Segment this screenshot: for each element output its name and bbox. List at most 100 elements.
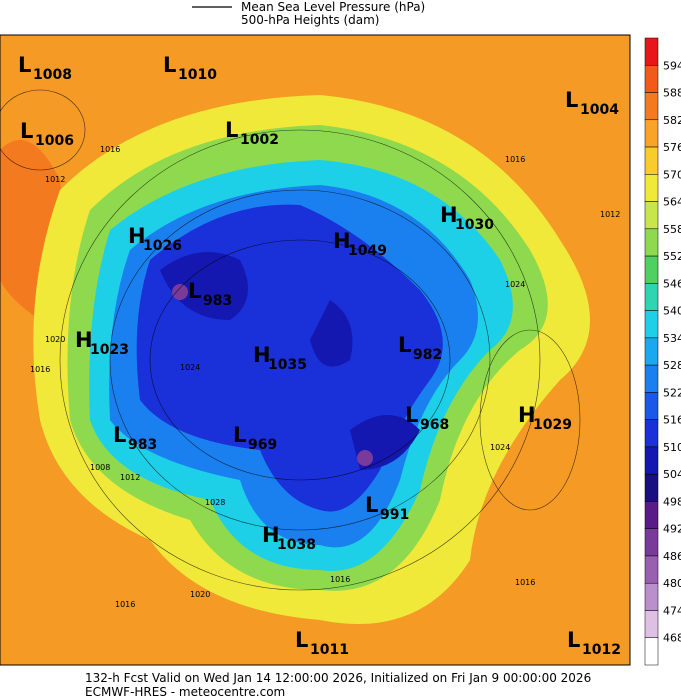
center-letter: L [567, 628, 580, 652]
colorbar-box [644, 228, 659, 257]
center-letter: L [225, 118, 238, 142]
colorbar-box [644, 637, 659, 666]
center-value: 1012 [582, 642, 621, 658]
center-letter: H [333, 229, 351, 253]
center-value: 1029 [533, 417, 572, 433]
colorbar: 594 588 582 576 570 564 558 552 546 540 534 528 522 5… [644, 37, 681, 666]
map-field [0, 35, 630, 665]
colorbar-box [644, 337, 659, 366]
colorbar-tick-label: 504 [663, 468, 681, 481]
colorbar-box [644, 283, 659, 311]
colorbar-tick-label: 540 [663, 305, 681, 318]
colorbar-tick-label: 582 [663, 114, 681, 127]
center-value: 1004 [580, 102, 619, 118]
center-value: 968 [420, 417, 449, 433]
center-value: 1035 [268, 357, 307, 373]
contour-label: 1016 [115, 600, 135, 609]
colorbar-box [644, 65, 659, 93]
contour-label: 1020 [190, 590, 210, 599]
colorbar-box [644, 501, 659, 529]
center-letter: L [20, 119, 33, 143]
colorbar-box [644, 146, 659, 175]
colorbar-tick-label: 474 [663, 604, 681, 617]
contour-label: 1016 [30, 365, 50, 374]
colorbar-tick-label: 516 [663, 414, 681, 427]
center-letter: L [365, 493, 378, 517]
colorbar-tick-label: 534 [663, 332, 681, 345]
colorbar-tick-label: 558 [663, 223, 681, 236]
colorbar-box [644, 419, 659, 448]
center-value: 1008 [33, 67, 72, 83]
center-letter: L [295, 628, 308, 652]
colorbar-box [644, 310, 659, 339]
center-value: 1030 [455, 217, 494, 233]
center-value: 983 [203, 293, 232, 309]
center-value: 991 [380, 507, 409, 523]
center-value: 1023 [90, 342, 129, 358]
center-letter: H [518, 403, 536, 427]
center-letter: L [398, 333, 411, 357]
center-letter: L [405, 403, 418, 427]
contour-label: 1012 [45, 175, 65, 184]
colorbar-box [644, 201, 659, 230]
map-frame [0, 34, 631, 666]
center-letter: L [565, 88, 578, 112]
center-value: 982 [413, 347, 442, 363]
center-letter: H [75, 328, 93, 352]
colorbar-box [644, 555, 659, 584]
colorbar-tick-label: 576 [663, 141, 681, 154]
contour-label: 1028 [205, 498, 225, 507]
colorbar-tick-label: 486 [663, 550, 681, 563]
colorbar-tick-label: 552 [663, 250, 681, 263]
colorbar-box [644, 364, 659, 393]
colorbar-box [644, 37, 659, 66]
contour-label: 1024 [490, 443, 510, 452]
legend-item: Mean Sea Level Pressure (hPa) [241, 0, 425, 14]
center-value: 969 [248, 437, 277, 453]
contour-label: 1016 [515, 578, 535, 587]
center-letter: L [188, 279, 201, 303]
colorbar-box [644, 610, 659, 638]
contour-labels: 1016 1012 1016 1012 1024 1016 1020 1024 1008 1012… [30, 145, 620, 609]
footer-text: ECMWF-HRES - meteocentre.com [85, 685, 285, 699]
center-letter: H [440, 203, 458, 227]
footer-text: 132-h Fcst Valid on Wed Jan 14 12:00:00 … [85, 671, 591, 685]
contour-label: 1016 [330, 575, 350, 584]
center-letter: H [253, 343, 271, 367]
colorbar-tick-label: 594 [663, 59, 681, 72]
colorbar-tick-label: 564 [663, 196, 681, 209]
colorbar-tick-label: 480 [663, 577, 681, 590]
center-value: 1002 [240, 132, 279, 148]
legend-item: 500-hPa Heights (dam) [241, 13, 379, 27]
center-letter: L [18, 53, 31, 77]
center-letter: L [233, 423, 246, 447]
colorbar-box [644, 582, 659, 611]
center-value: 1011 [310, 642, 349, 658]
colorbar-tick-label: 528 [663, 359, 681, 372]
colorbar-box [644, 92, 659, 121]
contour-label: 1016 [100, 145, 120, 154]
colorbar-box [644, 119, 659, 148]
colorbar-box [644, 392, 659, 420]
colorbar-box [644, 174, 659, 202]
contour-label: 1016 [505, 155, 525, 164]
contour-label: 1012 [120, 473, 140, 482]
center-value: 1010 [178, 67, 217, 83]
center-value: 1049 [348, 243, 387, 259]
contour-label: 1024 [180, 363, 200, 372]
contour-label: 1008 [90, 463, 110, 472]
colorbar-tick-label: 546 [663, 277, 681, 290]
colorbar-box [644, 255, 659, 284]
center-value: 1026 [143, 238, 182, 254]
colorbar-box [644, 473, 659, 502]
colorbar-tick-label: 522 [663, 386, 681, 399]
center-letter: L [163, 53, 176, 77]
center-value: 1038 [277, 537, 316, 553]
colorbar-tick-label: 492 [663, 523, 681, 536]
center-value: 1006 [35, 133, 74, 149]
colorbar-tick-label: 498 [663, 495, 681, 508]
colorbar-tick-label: 570 [663, 168, 681, 181]
colorbar-tick-label: 468 [663, 632, 681, 645]
contour-label: 1012 [600, 210, 620, 219]
